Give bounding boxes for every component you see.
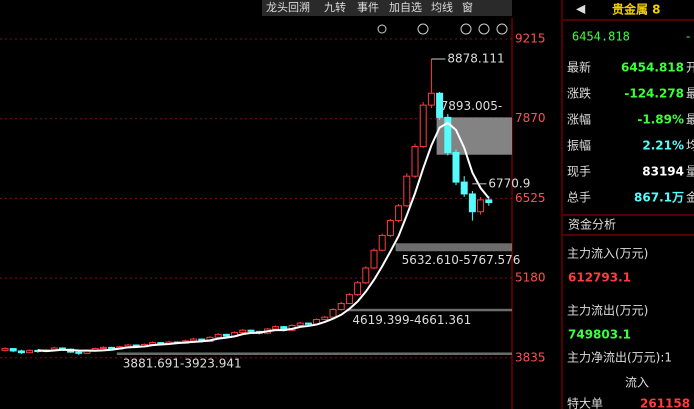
sub-column: 流入 <box>625 376 649 390</box>
candle-body <box>75 351 83 354</box>
row-tail: 开 <box>686 61 694 75</box>
candle-body <box>345 294 353 305</box>
range-label: 5632.610-5767.576 <box>402 253 521 267</box>
back-arrow[interactable]: ◀ <box>576 2 586 16</box>
row-value: -1.89% <box>637 113 684 127</box>
y-tick-label: 7870 <box>515 111 546 125</box>
candle-body <box>427 92 435 106</box>
y-tick-label: 5180 <box>515 271 546 285</box>
candle-body <box>17 350 25 354</box>
toolbar-button[interactable]: 加自选 <box>389 1 422 14</box>
candle-body <box>444 116 452 153</box>
row-label: 最新 <box>567 60 591 75</box>
price-tail: - <box>686 30 690 44</box>
candle-body <box>321 316 329 321</box>
candle-body <box>99 346 107 350</box>
candle-body <box>190 338 198 342</box>
outflow-value: 749803.1 <box>568 328 631 342</box>
candle-body <box>272 326 280 330</box>
toolbar-button[interactable]: 事件 <box>357 1 379 14</box>
panel-title: 贵金属 8 <box>612 2 661 17</box>
range-label: 4619.399-4661.361 <box>352 313 471 327</box>
candle-body <box>1 348 9 351</box>
row-label: 涨跌 <box>567 86 591 101</box>
candle-body <box>247 329 255 332</box>
toolbar-button[interactable]: 均线 <box>431 0 453 14</box>
candle-body <box>222 333 230 337</box>
y-tick-label: 9215 <box>515 32 546 46</box>
toolbar-button[interactable]: 窗 <box>462 0 473 14</box>
section-title: 资金分析 <box>568 217 616 232</box>
toolbar-button[interactable]: 九转 <box>324 0 346 14</box>
net-label: 主力净流出(万元):1 <box>567 351 672 365</box>
candle-body <box>395 205 403 222</box>
candle-body <box>477 199 485 213</box>
sub-value: 261158 <box>640 397 690 409</box>
candle-body <box>436 92 444 118</box>
row-tail: 金 <box>686 190 694 205</box>
candle-body <box>239 329 247 334</box>
candle-body <box>329 308 337 318</box>
row-tail: 量 <box>686 165 694 179</box>
range-label: 7893.005- <box>441 99 503 113</box>
row-label: 涨幅 <box>567 112 591 127</box>
range-band <box>346 308 512 312</box>
toolbar-button[interactable]: 龙头回溯 <box>266 1 310 14</box>
row-value: -124.278 <box>624 87 684 101</box>
annotation-label: 8878.111 <box>447 51 504 65</box>
y-tick-label: 6525 <box>515 191 546 205</box>
candle-body <box>370 249 378 269</box>
row-value: 6454.818 <box>621 61 684 75</box>
candle-body <box>460 181 468 195</box>
inflow-label: 主力流入(万元) <box>567 247 648 261</box>
range-band <box>395 243 512 252</box>
candle-body <box>354 282 362 296</box>
candle-body <box>304 322 312 325</box>
row-value: 83194 <box>642 165 684 179</box>
candle-body <box>26 349 34 354</box>
candle-body <box>386 220 394 236</box>
candle-body <box>403 175 411 207</box>
row-label: 振幅 <box>567 138 591 153</box>
inflow-value: 612793.1 <box>568 271 631 285</box>
candle-body <box>452 151 460 183</box>
row-label: 现手 <box>567 165 591 179</box>
candle-body <box>214 333 222 338</box>
candle-body <box>419 104 427 148</box>
annotation-label: 6770.9 <box>488 176 530 190</box>
last-price: 6454.818 <box>572 30 630 44</box>
range-band <box>116 352 513 355</box>
candle-body <box>485 199 493 204</box>
row-tail: 最 <box>686 113 694 127</box>
row-label: 总手 <box>567 191 591 205</box>
candle-body <box>378 234 386 251</box>
outflow-label: 主力流出(万元) <box>567 304 648 318</box>
ma-line <box>37 121 490 353</box>
candle-body <box>362 267 370 284</box>
candle-body <box>468 193 476 213</box>
row-tail: 最 <box>686 87 694 101</box>
range-label: 3881.691-3923.941 <box>123 356 242 370</box>
row-value: 2.21% <box>642 139 684 153</box>
candle-body <box>9 348 17 352</box>
toolbar <box>262 0 512 16</box>
tool-icons <box>377 23 508 35</box>
candle-body <box>337 303 345 310</box>
y-tick-label: 3835 <box>515 350 546 364</box>
candle-body <box>296 322 304 326</box>
row-value: 867.1万 <box>634 191 684 205</box>
row-tail: 均 <box>686 139 694 153</box>
candle-body <box>411 146 419 177</box>
sub-row: 特大单 <box>567 396 603 409</box>
